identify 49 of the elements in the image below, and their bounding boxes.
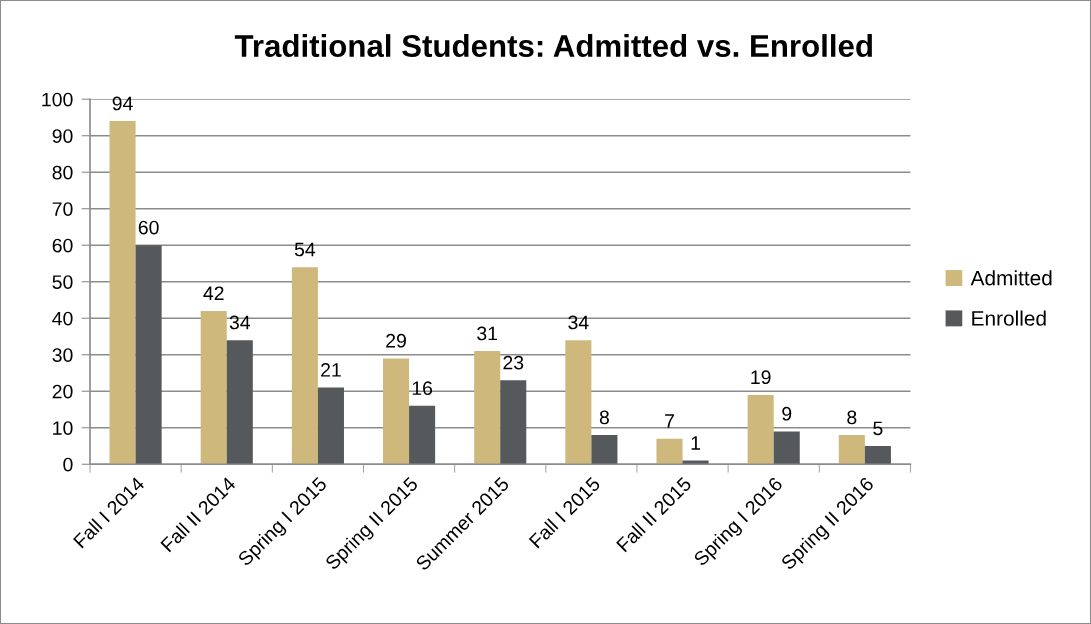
- bar: [200, 310, 227, 465]
- y-tick-label: 80: [52, 165, 73, 180]
- data-label: 1: [691, 436, 701, 450]
- bar: [838, 435, 865, 465]
- data-label: 8: [847, 410, 857, 425]
- y-tick-label: 60: [52, 238, 73, 253]
- y-tick-label: 100: [42, 92, 73, 107]
- bar: [656, 438, 683, 465]
- y-tick-label: 30: [52, 348, 73, 362]
- bar: [591, 435, 618, 465]
- y-tick-label: 50: [52, 275, 73, 289]
- bar: [109, 121, 136, 465]
- bar: [773, 431, 800, 465]
- data-label: 5: [873, 421, 883, 436]
- y-tick-label: 20: [52, 384, 73, 399]
- bar: [382, 358, 410, 465]
- bar: [565, 340, 592, 465]
- data-label: 9: [782, 406, 792, 421]
- bar: [747, 394, 774, 465]
- bar: [226, 340, 253, 465]
- legend-label: Enrolled: [972, 310, 1046, 326]
- data-label: 7: [665, 414, 674, 428]
- legend-label: Admitted: [970, 270, 1052, 286]
- chart-title: Traditional Students: Admitted vs. Enrolled: [234, 34, 872, 58]
- data-label: 31: [477, 326, 498, 341]
- bar: [409, 405, 436, 465]
- data-label: 21: [321, 363, 341, 377]
- bar: [474, 351, 501, 465]
- bar: [135, 245, 162, 465]
- data-label: 34: [568, 315, 589, 330]
- bar: [317, 387, 344, 465]
- bar: [864, 446, 891, 465]
- data-label: 16: [412, 381, 433, 396]
- data-label: 34: [229, 315, 251, 330]
- y-tick-label: 40: [52, 311, 73, 326]
- y-tick-label: 90: [52, 129, 73, 143]
- bar: [291, 267, 318, 465]
- data-label: 23: [503, 355, 524, 370]
- data-label: 42: [203, 286, 224, 300]
- data-label: 8: [599, 410, 609, 425]
- data-label: 54: [294, 242, 316, 257]
- data-label: 29: [386, 333, 406, 348]
- data-label: 19: [751, 370, 771, 385]
- bar: [500, 380, 527, 465]
- data-label: 94: [112, 96, 133, 111]
- y-tick-label: 0: [63, 457, 73, 472]
- data-label: 60: [138, 220, 159, 235]
- y-tick-label: 10: [53, 421, 73, 435]
- y-tick-label: 70: [52, 202, 73, 216]
